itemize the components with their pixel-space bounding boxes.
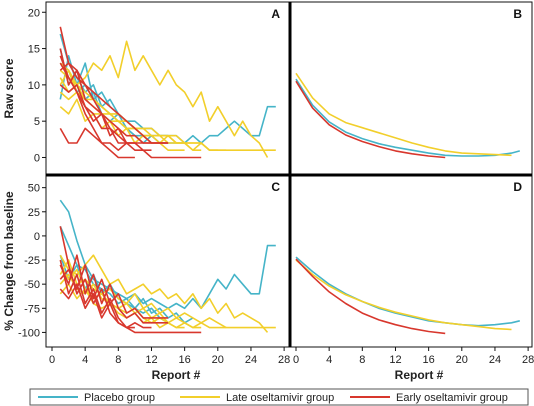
x-tick-label: 20 bbox=[212, 354, 224, 366]
y-tick-label: 10 bbox=[28, 80, 40, 92]
y-tick-label: 0 bbox=[34, 231, 40, 243]
series-line-late-2 bbox=[295, 72, 512, 157]
x-tick-label: 20 bbox=[456, 354, 468, 366]
series-line-early-17 bbox=[59, 62, 135, 159]
series-group bbox=[59, 26, 276, 159]
series-line-early-15 bbox=[59, 84, 152, 151]
panel-d: 0 4 8 12 16 20 24 28 Report # D bbox=[293, 180, 534, 382]
panel-label: A bbox=[271, 7, 280, 21]
x-tick-label: 8 bbox=[359, 354, 365, 366]
x-tick-label: 12 bbox=[389, 354, 401, 366]
x-tick-label: 0 bbox=[49, 354, 55, 366]
series-line-late-2 bbox=[295, 259, 512, 331]
x-tick-label: 16 bbox=[179, 354, 191, 366]
series-line-early-12 bbox=[59, 62, 169, 144]
y-axis-label: Raw score bbox=[2, 58, 16, 118]
panel-label: D bbox=[513, 180, 522, 194]
panel-b: B bbox=[295, 7, 522, 159]
series-group bbox=[59, 199, 276, 334]
series-line-early-11 bbox=[59, 264, 169, 319]
x-tick-label: 28 bbox=[522, 354, 534, 366]
series-line-placebo-1 bbox=[295, 256, 520, 327]
x-axis-label: Report # bbox=[395, 368, 444, 382]
series-line-placebo-1 bbox=[295, 78, 521, 157]
x-tick-label: 28 bbox=[278, 354, 290, 366]
x-tick-label: 24 bbox=[245, 354, 257, 366]
legend-box bbox=[29, 388, 529, 406]
x-axis-label: Report # bbox=[152, 368, 201, 382]
x-tick-label: 0 bbox=[293, 354, 299, 366]
series-line-early-16 bbox=[59, 127, 169, 151]
panel-label: C bbox=[271, 180, 280, 194]
panel-a: 0 5 10 15 20 Raw score A bbox=[2, 7, 280, 164]
series-line-early-3 bbox=[295, 80, 446, 159]
x-tick-label: 24 bbox=[489, 354, 501, 366]
legend: Placebo group Late oseltamivir group Early… bbox=[29, 388, 529, 406]
y-tick-label: -50 bbox=[24, 279, 40, 291]
series-line-late-5 bbox=[59, 40, 269, 158]
legend-label-late: Late oseltamivir group bbox=[226, 392, 334, 404]
panel-label: B bbox=[513, 7, 522, 21]
y-tick-label: -100 bbox=[18, 327, 40, 339]
legend-label-placebo: Placebo group bbox=[84, 392, 155, 404]
series-line-early-13 bbox=[59, 283, 152, 329]
y-tick-label: 5 bbox=[34, 116, 40, 128]
series-line-late-4 bbox=[59, 254, 269, 333]
x-tick-label: 4 bbox=[82, 354, 88, 366]
x-tick-label: 12 bbox=[145, 354, 157, 366]
y-tick-label: -25 bbox=[24, 255, 40, 267]
y-tick-label: 25 bbox=[28, 207, 40, 219]
y-tick-label: -75 bbox=[24, 303, 40, 315]
y-tick-label: 15 bbox=[28, 44, 40, 56]
series-group bbox=[295, 72, 521, 159]
series-line-early-3 bbox=[295, 258, 446, 335]
panel-c: -100 -75 -50 -25 0 25 50 0 4 8 12 16 20 24 28 Report #%… bbox=[2, 180, 290, 382]
series-line-early-12 bbox=[59, 259, 135, 329]
y-axis-label: % Change from baseline bbox=[2, 191, 16, 331]
series-line-late-6 bbox=[59, 69, 276, 151]
series-line-early-9 bbox=[59, 226, 202, 334]
legend-label-early: Early oseltamivir group bbox=[396, 392, 508, 404]
series-line-late-7 bbox=[59, 69, 227, 151]
x-tick-label: 16 bbox=[423, 354, 435, 366]
x-tick-label: 4 bbox=[326, 354, 332, 366]
y-tick-label: 20 bbox=[28, 7, 40, 19]
x-tick-label: 8 bbox=[115, 354, 121, 366]
series-line-early-10 bbox=[59, 254, 169, 324]
y-tick-label: 50 bbox=[28, 183, 40, 195]
series-group bbox=[295, 256, 520, 335]
y-tick-label: 0 bbox=[34, 152, 40, 164]
series-line-early-11 bbox=[59, 26, 202, 159]
